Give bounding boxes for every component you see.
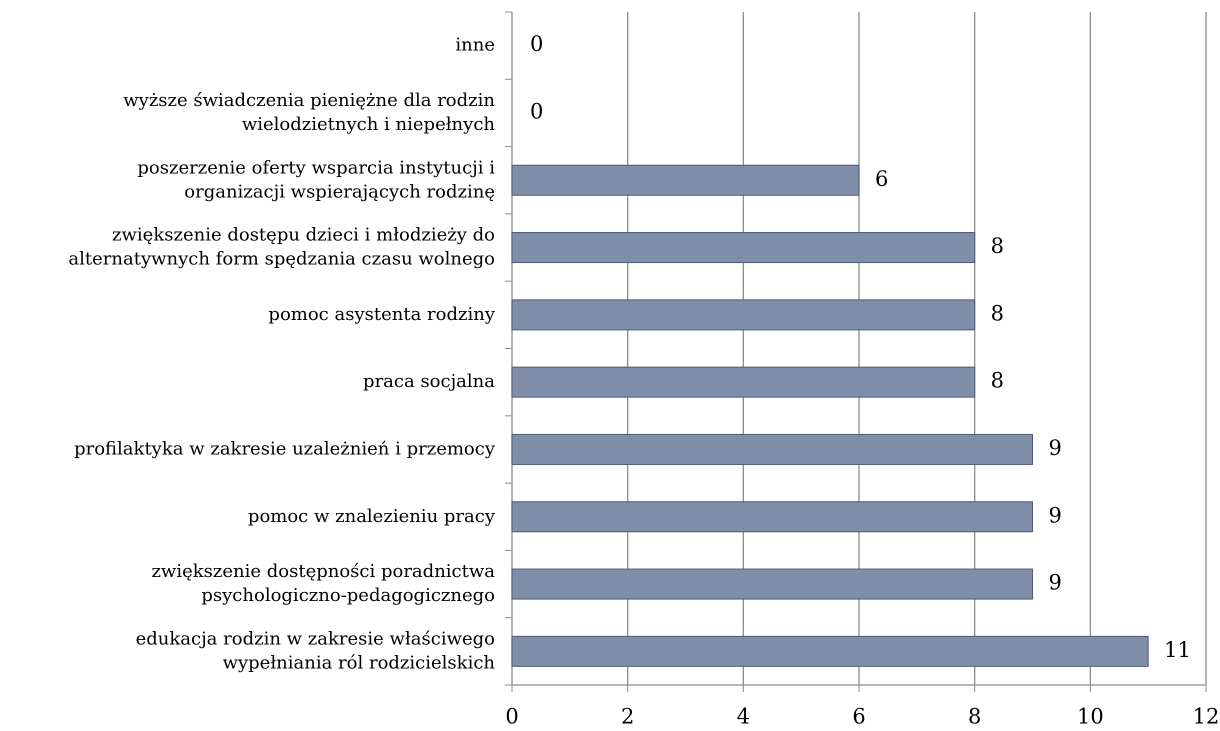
bar [511,568,1033,600]
x-tick-label: 2 [621,705,634,729]
x-tick-label: 8 [968,705,981,729]
bar [511,299,976,331]
value-label: 9 [1049,503,1062,527]
bar [511,635,1149,667]
value-label: 0 [530,32,543,56]
x-tick-label: 6 [852,705,865,729]
value-label: 6 [875,167,888,191]
bar [511,232,976,264]
y-tick-label: praca socjalna [363,371,495,392]
x-tick-label: 0 [505,705,518,729]
value-label: 9 [1049,571,1062,595]
value-label: 8 [991,369,1004,393]
value-label: 8 [991,301,1004,325]
y-tick-label: edukacja rodzin w zakresie właściwego wyp… [136,628,496,673]
x-tick-label: 4 [737,705,750,729]
x-tick-label: 10 [1077,705,1104,729]
value-label: 8 [991,234,1004,258]
value-label: 9 [1049,436,1062,460]
y-tick-label: zwiększenie dostępu dzieci i młodzieży d… [68,225,495,270]
y-tick-label: pomoc asystenta rodziny [268,304,495,325]
y-tick-label: pomoc w znalezieniu pracy [248,506,496,527]
y-tick-label: profilaktyka w zakresie uzależnień i prz… [74,438,496,459]
bar [511,164,860,196]
bar [511,501,1033,533]
y-tick-label: poszerzenie oferty wsparcia instytucji i… [137,157,495,202]
value-label: 11 [1164,638,1191,662]
y-tick-label: wyższe świadczenia pieniężne dla rodzin w… [123,90,495,135]
y-tick-label: inne [455,35,495,56]
value-label: 0 [530,99,543,123]
bar [511,433,1033,465]
y-tick-label: zwiększenie dostępności poradnictwa psych… [151,561,495,606]
x-tick-label: 12 [1193,705,1220,729]
bar [511,366,976,398]
